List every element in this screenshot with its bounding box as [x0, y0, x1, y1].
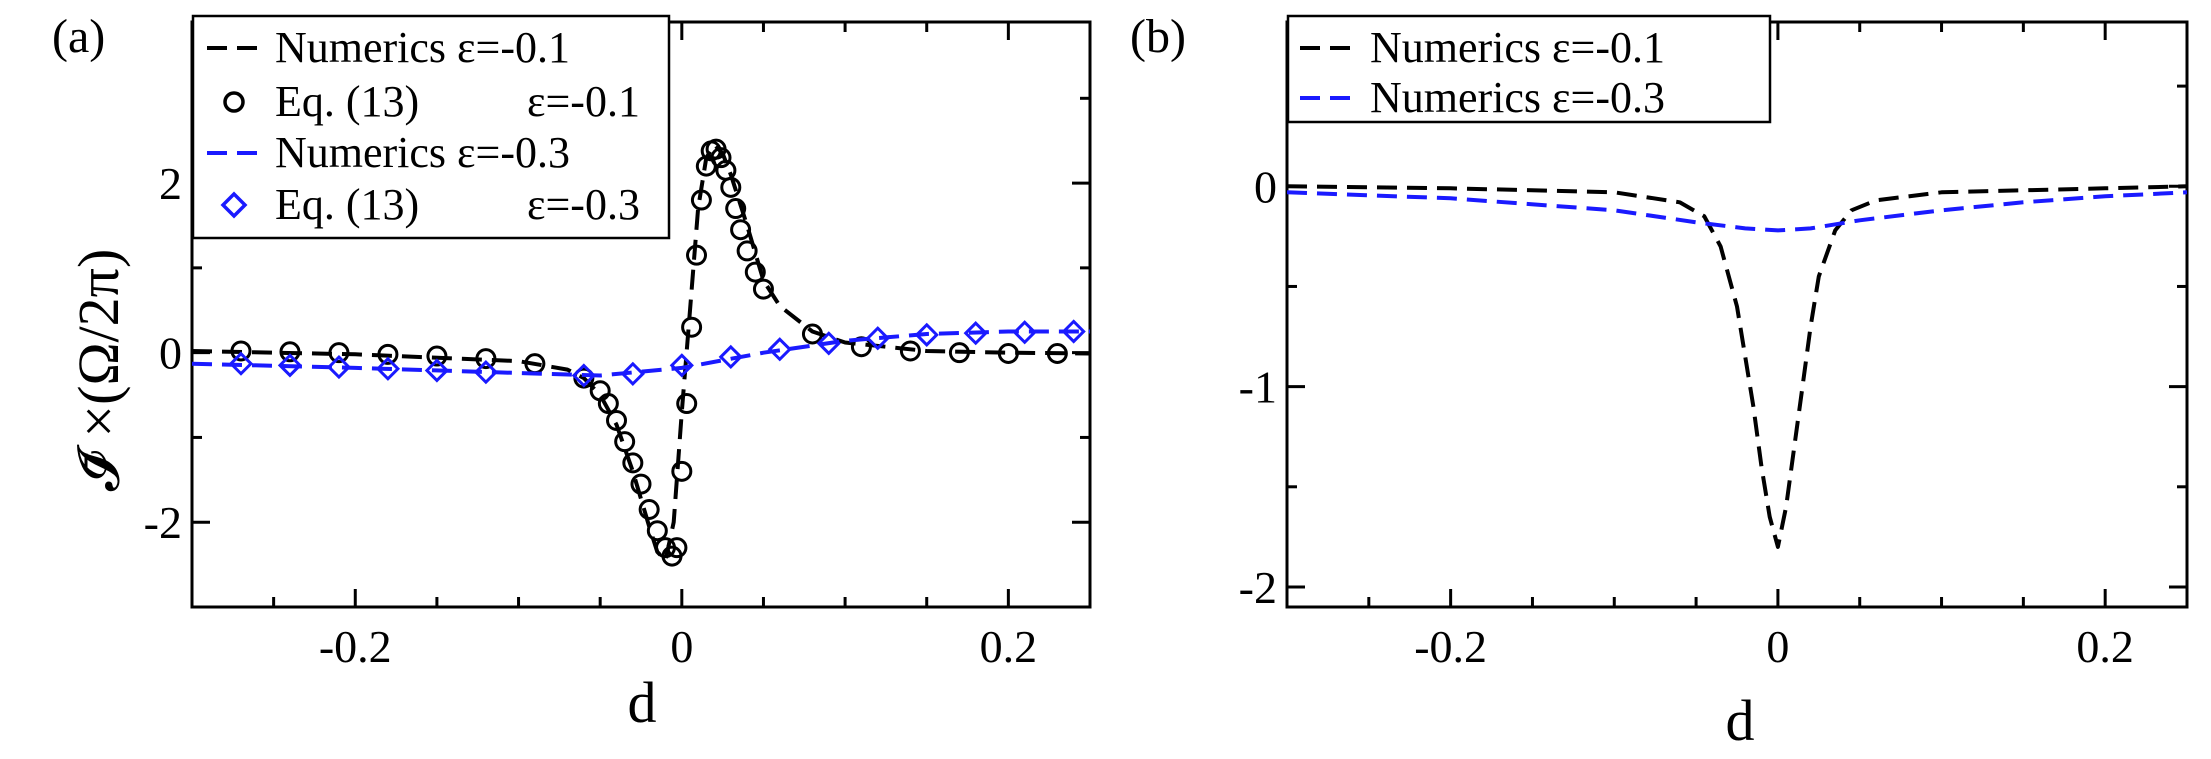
- panel-b-label: (b): [1130, 10, 1186, 63]
- panel-a-legend-box: [191, 14, 671, 240]
- legend-a-label-eq13-left-01: Eq. (13): [275, 77, 419, 126]
- data-point-circle-a: [899, 340, 921, 362]
- series-layer-a: [192, 138, 1090, 567]
- y-tick-label-a: 0: [159, 328, 182, 379]
- data-point-circle-a: [475, 348, 497, 370]
- legend-a-diamond-marker: [220, 191, 248, 219]
- data-point-diamond-a: [963, 321, 988, 346]
- data-point-circle-a: [801, 323, 823, 345]
- data-point-circle-a: [676, 393, 698, 415]
- data-point-circle-a: [710, 147, 732, 169]
- data-point-circle-a: [686, 244, 708, 266]
- data-point-diamond-a: [277, 353, 303, 378]
- legend-a-label-eq13-left-03: Eq. (13): [275, 180, 419, 229]
- data-point-circle-a: [377, 343, 399, 365]
- series-line-b-0: [1287, 184, 2187, 549]
- x-tick-label-b: 0: [1766, 621, 1789, 672]
- series-line-a-2: [192, 329, 1090, 378]
- data-point-circle-a: [638, 499, 660, 520]
- panel-b: (b) d -0.2 0 0.2 -2 -1 0 Numerics ε=-0.1 Nume…: [1130, 10, 2189, 753]
- data-point-diamond-a: [865, 326, 890, 351]
- data-point-diamond-a: [1061, 319, 1086, 344]
- data-point-circle-a: [671, 460, 693, 482]
- data-point-diamond-a: [571, 363, 596, 388]
- legend-b-label-numerics-01: Numerics ε=-0.1: [1370, 23, 1665, 72]
- data-point-circle-a: [752, 278, 774, 300]
- legend-a-circle-marker: [223, 91, 245, 113]
- legend-a-label-eq13-right-01: ε=-0.1: [527, 77, 640, 126]
- data-point-circle-a: [279, 341, 301, 363]
- data-point-diamond-a: [473, 360, 499, 385]
- legend-a-label-numerics-03: Numerics ε=-0.3: [275, 128, 570, 177]
- data-point-circle-a: [230, 340, 252, 362]
- data-point-circle-a: [736, 240, 758, 262]
- panel-a-xlabel: d: [628, 670, 657, 735]
- x-tick-label-a: -0.2: [319, 621, 392, 672]
- panel-a-ylabel: 𝓘̄ ×(Ω/2π): [66, 249, 131, 492]
- data-point-circle-a: [606, 409, 628, 431]
- series-line-b-1: [1287, 190, 2187, 233]
- y-tick-label-b: -1: [1239, 362, 1277, 413]
- data-point-circle-a: [614, 431, 636, 453]
- data-point-diamond-a: [914, 322, 939, 347]
- x-tick-label-a: 0.2: [980, 621, 1038, 672]
- data-point-circle-a: [622, 452, 644, 474]
- data-point-diamond-a: [718, 344, 743, 370]
- data-point-diamond-a: [375, 356, 401, 381]
- panel-b-legend: Numerics ε=-0.1 Numerics ε=-0.3: [1286, 14, 1772, 124]
- y-tick-label-b: -2: [1239, 562, 1277, 613]
- data-point-circle-a: [681, 316, 703, 338]
- data-point-circle-a: [730, 219, 752, 241]
- x-tick-label-b: 0.2: [2076, 621, 2134, 672]
- data-point-circle-a: [597, 393, 619, 415]
- panel-b-plot-area: -0.2 0 0.2 -2 -1 0: [1239, 20, 2189, 672]
- data-point-circle-a: [426, 345, 448, 367]
- panel-a-legend: Numerics ε=-0.1 Eq. (13) ε=-0.1 Numerics…: [191, 14, 671, 240]
- data-point-diamond-a: [816, 331, 841, 356]
- data-point-circle-a: [744, 261, 766, 283]
- data-point-diamond-a: [669, 353, 694, 378]
- panel-b-legend-box: [1286, 14, 1772, 124]
- data-point-circle-a: [997, 343, 1019, 364]
- x-tick-label-b: -0.2: [1414, 621, 1487, 672]
- data-point-diamond-a: [326, 354, 352, 380]
- data-point-diamond-a: [1012, 320, 1037, 345]
- legend-b-label-numerics-03: Numerics ε=-0.3: [1370, 73, 1665, 122]
- data-point-circle-a: [690, 189, 712, 211]
- legend-a-label-eq13-right-03: ε=-0.3: [527, 180, 640, 229]
- data-point-circle-a: [666, 537, 688, 559]
- data-point-circle-a: [646, 520, 668, 542]
- data-point-diamond-a: [424, 358, 450, 383]
- y-tick-label-b: 0: [1254, 161, 1277, 212]
- legend-a-label-numerics-01: Numerics ε=-0.1: [275, 23, 570, 72]
- panel-b-xlabel: d: [1726, 688, 1755, 753]
- data-point-diamond-a: [767, 337, 792, 362]
- data-point-circle-a: [720, 176, 742, 198]
- panel-a: (a) d 𝓘̄ ×(Ω/2π) -0.2 0 0.2 -2 0 2 Numerics ε…: [52, 10, 1092, 735]
- data-point-diamond-a: [620, 361, 645, 386]
- data-point-circle-a: [630, 473, 652, 495]
- data-point-circle-a: [1046, 343, 1068, 364]
- y-tick-label-a: -2: [144, 497, 182, 548]
- series-layer-b: [1287, 184, 2187, 549]
- data-point-circle-a: [725, 198, 747, 220]
- panel-a-label: (a): [52, 10, 105, 63]
- y-tick-label-a: 2: [159, 158, 182, 209]
- x-tick-label-a: 0: [670, 621, 693, 672]
- data-point-diamond-a: [228, 351, 254, 376]
- data-point-circle-a: [328, 342, 350, 364]
- data-point-circle-a: [948, 342, 970, 364]
